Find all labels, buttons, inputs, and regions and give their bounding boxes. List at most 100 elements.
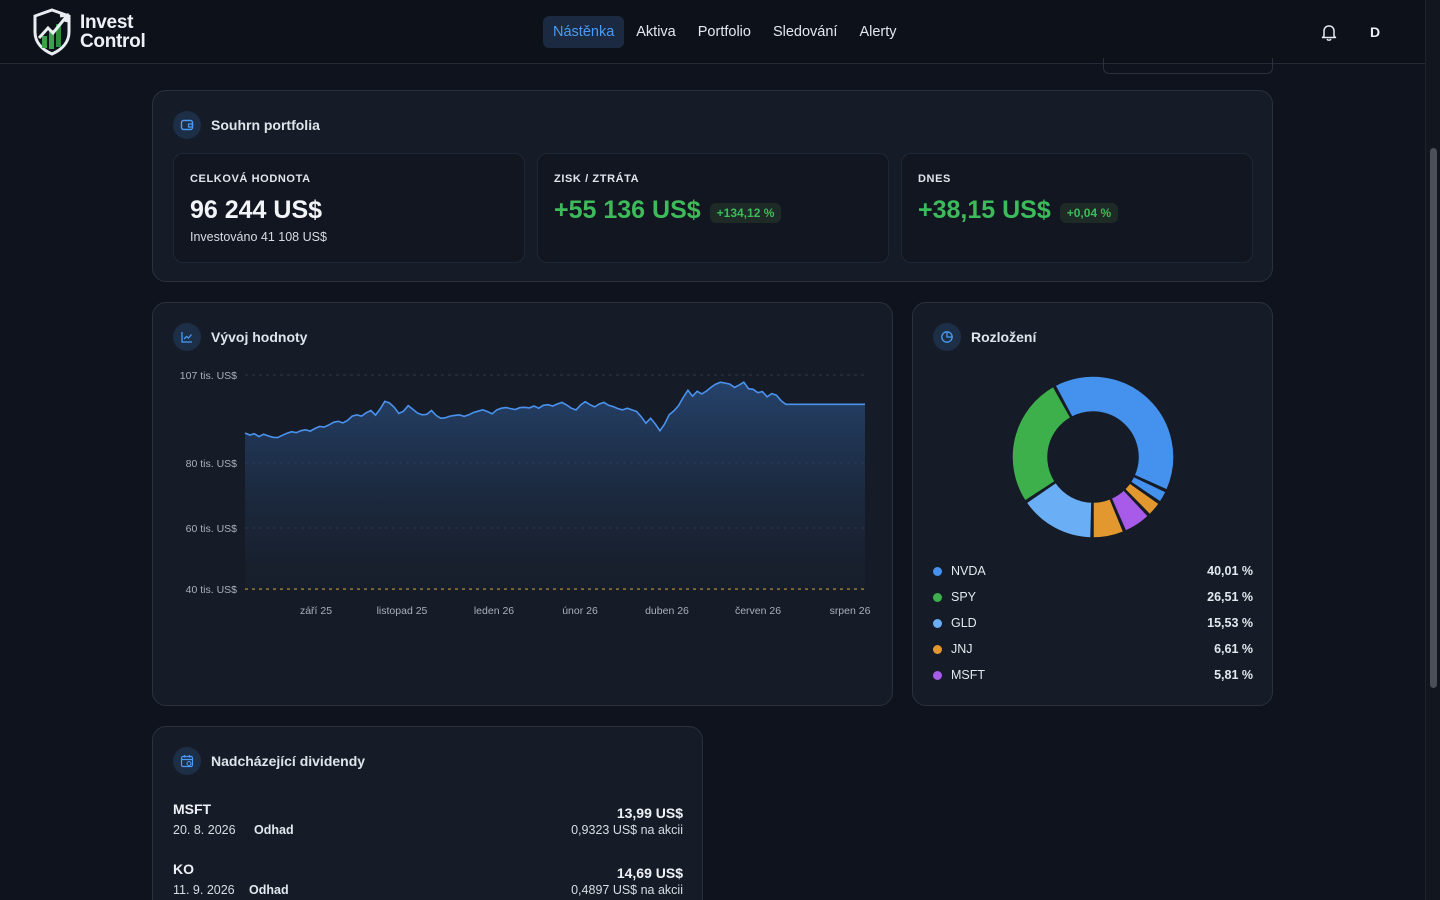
y-tick-label: 107 tis. US$ (180, 370, 237, 382)
legend-name: MSFT (951, 668, 986, 682)
total-value-stat: CELKOVÁ HODNOTA 96 244 US$ Investováno 4… (173, 153, 525, 263)
calendar-icon (173, 747, 201, 775)
nav-portfolio[interactable]: Portfolio (697, 24, 751, 40)
legend-name: NVDA (951, 564, 986, 578)
legend-item-msft[interactable]: MSFT 5,81 % (933, 665, 1253, 685)
brand-line-1: Invest (80, 12, 134, 33)
y-tick-label: 60 tis. US$ (186, 523, 238, 535)
dividend-amount: 13,99 US$ (616, 805, 683, 821)
profit-loss-value: +55 136 US$ (554, 196, 701, 224)
allocation-donut-chart[interactable] (913, 353, 1274, 603)
page-scrollbar[interactable] (1425, 0, 1440, 900)
dividend-ticker: MSFT (173, 801, 212, 817)
legend-value: 26,51 % (1207, 590, 1253, 604)
top-navigation-bar: Invest Control Nástěnka Aktiva Portfolio… (0, 0, 1425, 64)
donut-slice-gld[interactable] (1025, 481, 1093, 539)
upcoming-dividends-card: Nadcházející dividendy MSFT 20. 8. 2026 … (152, 726, 703, 900)
today-stat: DNES +38,15 US$ +0,04 % (901, 153, 1253, 263)
nav-alerty[interactable]: Alerty (859, 24, 897, 40)
bell-icon[interactable] (1318, 21, 1340, 43)
total-value-label: CELKOVÁ HODNOTA (190, 173, 311, 185)
value-history-title: Vývoj hodnoty (211, 329, 308, 345)
x-tick-label: listopad 25 (377, 605, 428, 617)
brand-logo[interactable]: Invest Control (32, 8, 146, 56)
summary-title: Souhrn portfolia (211, 117, 320, 133)
today-percent-badge: +0,04 % (1059, 202, 1119, 223)
legend-item-nvda[interactable]: NVDA 40,01 % (933, 561, 1253, 581)
dividend-amount: 14,69 US$ (616, 865, 683, 881)
summary-header: Souhrn portfolia (173, 111, 320, 139)
value-area (245, 382, 865, 589)
legend-value: 6,61 % (1214, 642, 1253, 656)
legend-item-gld[interactable]: GLD 15,53 % (933, 613, 1253, 633)
clipped-control (1103, 58, 1273, 74)
scrollbar-thumb[interactable] (1430, 148, 1437, 688)
nav-aktiva[interactable]: Aktiva (636, 24, 676, 40)
legend-name: SPY (951, 590, 977, 604)
today-value: +38,15 US$ (918, 196, 1051, 224)
total-value: 96 244 US$ (190, 196, 323, 224)
legend-dot (933, 566, 942, 576)
dividend-date: 11. 9. 2026 (173, 883, 235, 897)
shield-chart-logo-icon (33, 8, 71, 56)
legend-dot (933, 618, 942, 628)
today-value-row: +38,15 US$ +0,04 % (918, 196, 1119, 225)
donut-slice-msft[interactable] (1110, 488, 1150, 533)
value-history-header: Vývoj hodnoty (173, 323, 307, 351)
dividend-badge: Odhad (249, 883, 289, 897)
value-history-chart[interactable]: 107 tis. US$ 80 tis. US$ 60 tis. US$ 40 tis… (153, 303, 894, 707)
today-label: DNES (918, 173, 951, 185)
y-tick-label: 40 tis. US$ (186, 584, 238, 596)
x-tick-label: červen 26 (735, 605, 781, 617)
donut-slice[interactable] (1129, 475, 1168, 504)
allocation-card: Rozložení NVDA 40,01 % SPY 26,51 % GLD 1… (912, 302, 1273, 706)
legend-dot (933, 592, 942, 602)
invested-amount: Investováno 41 108 US$ (190, 230, 327, 244)
line-chart-icon (173, 323, 201, 351)
donut-slice-spy[interactable] (1011, 385, 1072, 503)
allocation-header: Rozložení (933, 323, 1036, 351)
pie-chart-icon (933, 323, 961, 351)
donut-slice[interactable] (1123, 481, 1161, 516)
legend-value: 5,81 % (1214, 668, 1253, 682)
nav-nastenka[interactable]: Nástěnka (543, 16, 625, 48)
donut-slice-jnj[interactable] (1092, 497, 1125, 539)
profit-loss-percent-badge: +134,12 % (709, 202, 782, 223)
dividends-title: Nadcházející dividendy (211, 753, 366, 769)
nav-sledovani[interactable]: Sledování (772, 24, 838, 40)
legend-name: GLD (951, 616, 977, 630)
legend-value: 15,53 % (1207, 616, 1253, 630)
legend-name: JNJ (951, 642, 973, 656)
main-nav: Nástěnka Aktiva Portfolio Sledování Aler… (543, 16, 909, 48)
x-tick-label: září 25 (300, 605, 332, 617)
legend-dot (933, 670, 942, 680)
value-line (244, 381, 865, 439)
dividend-badge: Odhad (254, 823, 294, 837)
dividends-header: Nadcházející dividendy (173, 747, 365, 775)
x-tick-label: srpen 26 (830, 605, 871, 617)
wallet-icon (173, 111, 201, 139)
profit-loss-stat: ZISK / ZTRÁTA +55 136 US$ +134,12 % (537, 153, 889, 263)
brand-name: Invest Control (80, 12, 146, 52)
user-avatar[interactable]: D (1369, 24, 1381, 40)
dividend-ticker: KO (173, 861, 194, 877)
x-tick-label: únor 26 (562, 605, 598, 617)
brand-line-2: Control (80, 31, 146, 52)
dividend-per-share: 0,9323 US$ na akcii (571, 823, 683, 837)
profit-loss-label: ZISK / ZTRÁTA (554, 173, 640, 185)
value-history-card: Vývoj hodnoty 107 tis. US$ 80 tis. US$ 60 … (152, 302, 893, 706)
donut-slice-nvda[interactable] (1054, 375, 1175, 492)
portfolio-summary-card: Souhrn portfolia CELKOVÁ HODNOTA 96 244 … (152, 90, 1273, 282)
legend-item-jnj[interactable]: JNJ 6,61 % (933, 639, 1253, 659)
x-tick-label: leden 26 (474, 605, 514, 617)
legend-item-spy[interactable]: SPY 26,51 % (933, 587, 1253, 607)
profit-loss-value-row: +55 136 US$ +134,12 % (554, 196, 782, 225)
dividend-date: 20. 8. 2026 (173, 823, 236, 837)
dividend-per-share: 0,4897 US$ na akcii (571, 883, 683, 897)
allocation-title: Rozložení (971, 329, 1037, 345)
y-tick-label: 80 tis. US$ (186, 458, 238, 470)
legend-dot (933, 644, 942, 654)
dividend-row[interactable]: KO 11. 9. 2026 Odhad 14,69 US$ 0,4897 US… (173, 861, 683, 900)
dividend-row[interactable]: MSFT 20. 8. 2026 Odhad 13,99 US$ 0,9323 … (173, 801, 683, 851)
x-tick-label: duben 26 (645, 605, 689, 617)
